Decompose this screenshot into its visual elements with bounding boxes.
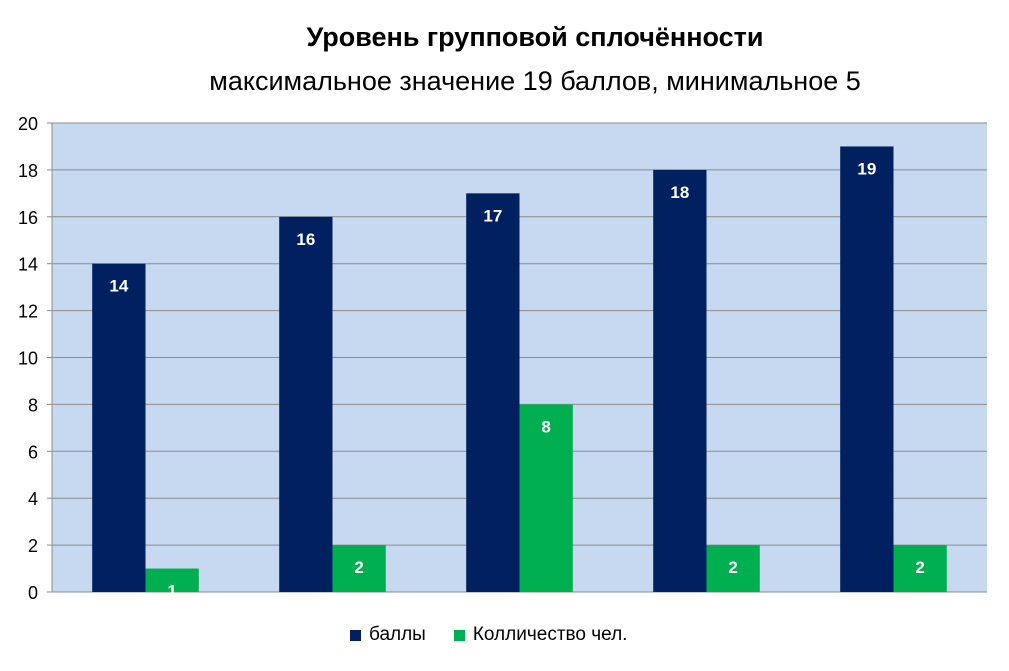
data-label: 18: [670, 183, 689, 202]
data-label: 14: [109, 277, 128, 296]
legend: баллы Колличество чел.: [350, 624, 655, 646]
legend-item-count: Колличество чел.: [453, 624, 628, 646]
y-tick-label: 12: [18, 302, 38, 322]
y-tick-label: 0: [28, 583, 38, 603]
bar-count: [332, 545, 386, 592]
data-label: 19: [857, 159, 876, 178]
bar-count: [519, 404, 573, 592]
data-label: 2: [728, 558, 737, 577]
data-label: 1: [167, 582, 176, 601]
legend-label-count: Колличество чел.: [472, 624, 628, 645]
bar-scores: [92, 263, 146, 592]
y-tick-label: 10: [18, 349, 38, 369]
bar-scores: [466, 193, 520, 592]
data-label: 16: [296, 230, 315, 249]
bar-scores: [653, 169, 707, 592]
y-tick-label: 6: [28, 442, 38, 462]
legend-label-scores: баллы: [369, 624, 426, 645]
bar-count: [145, 568, 199, 592]
bar-scores: [279, 216, 333, 593]
y-tick-label: 20: [18, 114, 38, 134]
bar-count: [706, 545, 760, 592]
y-tick-label: 8: [28, 395, 38, 415]
chart-subtitle: максимальное значение 19 баллов, минимал…: [209, 66, 861, 96]
y-tick-label: 18: [18, 161, 38, 181]
data-label: 8: [541, 417, 550, 436]
y-tick-label: 2: [28, 536, 38, 556]
y-tick-label: 4: [28, 489, 38, 509]
chart-title: Уровень групповой сплочённости: [306, 22, 764, 52]
legend-swatch-scores: [350, 629, 361, 641]
data-label: 2: [915, 558, 924, 577]
legend-item-scores: баллы: [350, 624, 426, 646]
legend-swatch-count: [453, 629, 465, 641]
bar-count: [893, 545, 947, 592]
bar-scores: [840, 146, 894, 592]
y-tick-label: 14: [18, 255, 38, 275]
data-label: 2: [354, 558, 363, 577]
y-tick-label: 16: [18, 208, 38, 228]
data-label: 17: [483, 206, 502, 225]
